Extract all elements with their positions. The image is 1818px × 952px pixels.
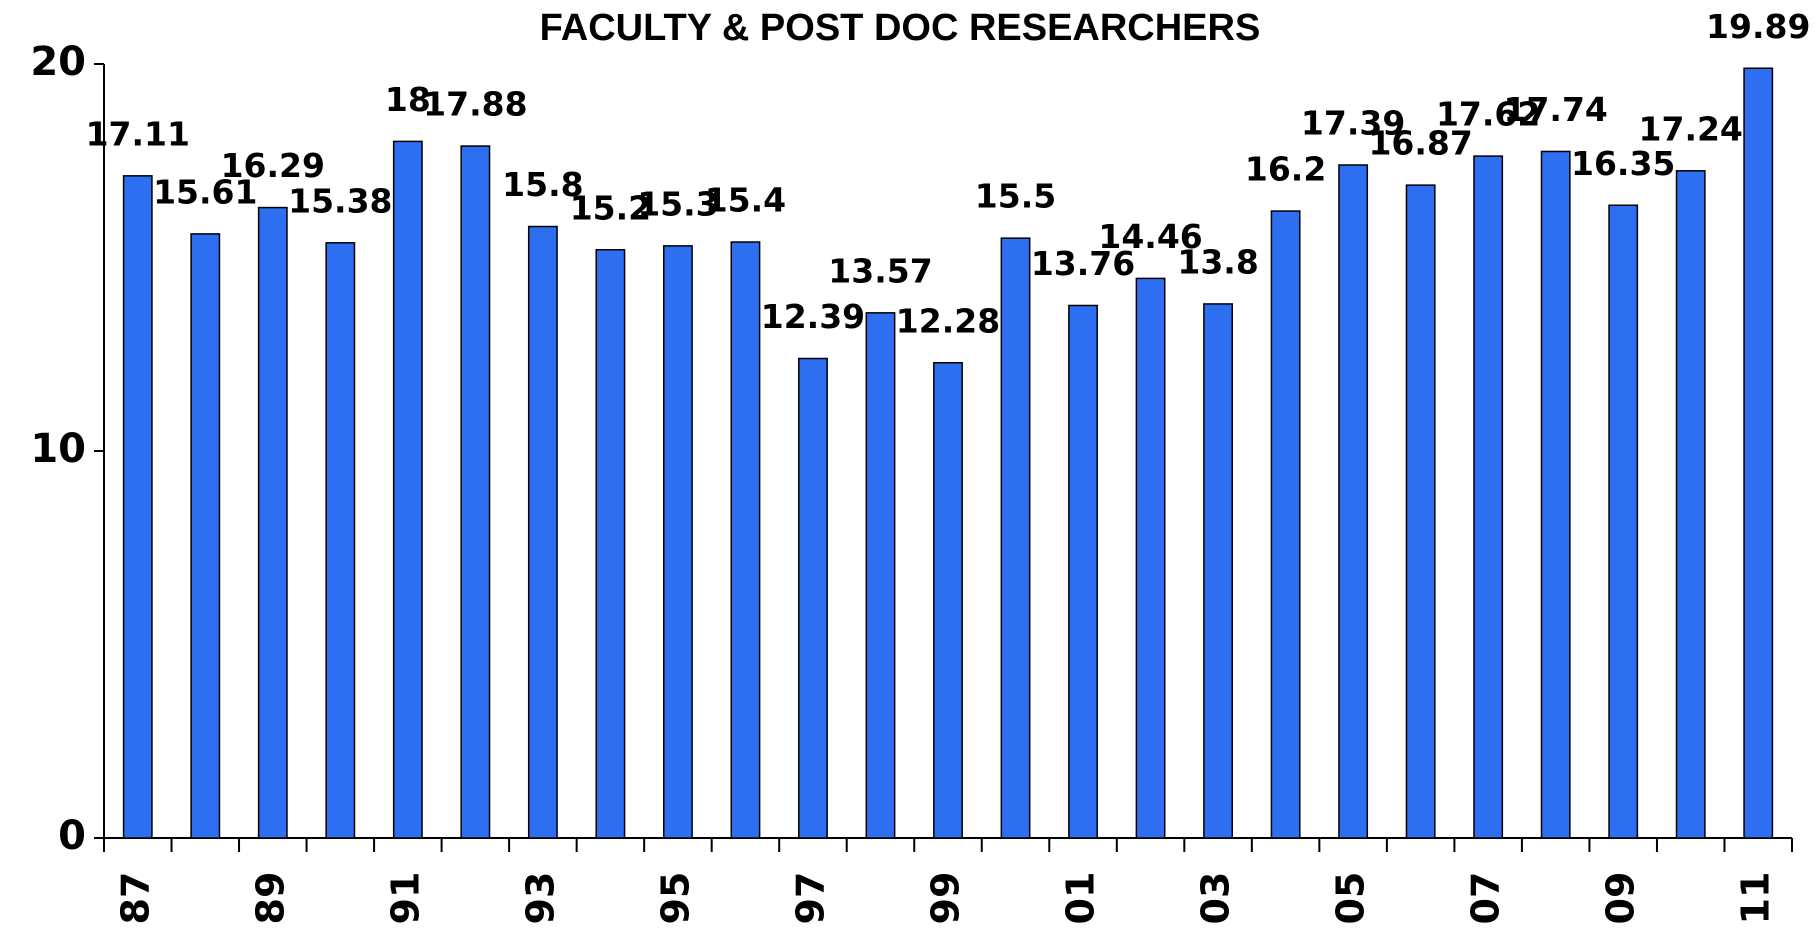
value-label: 16.2 — [1245, 150, 1326, 189]
bar — [392, 140, 423, 839]
bar — [257, 206, 288, 839]
x-tick-label: 89 — [248, 872, 292, 925]
bar — [595, 249, 626, 839]
bar — [1068, 304, 1098, 839]
bar — [730, 241, 761, 839]
bar — [1743, 67, 1774, 839]
bar — [325, 242, 356, 839]
y-tick-label: 20 — [30, 39, 86, 85]
value-label: 15.2 — [570, 188, 651, 227]
y-tick-label: 10 — [30, 426, 86, 472]
value-label: 13.8 — [1177, 242, 1258, 281]
value-label: 13.76 — [1031, 244, 1135, 283]
value-label: 15.8 — [502, 165, 583, 204]
value-label: 17.62 — [1436, 95, 1540, 134]
x-tick-label: 97 — [788, 872, 832, 925]
value-label: 18 — [385, 80, 431, 119]
bar — [122, 175, 153, 839]
value-label: 16.29 — [221, 146, 325, 185]
x-tick-label: 01 — [1059, 872, 1103, 925]
bar — [1338, 164, 1369, 839]
bar — [1675, 170, 1706, 839]
value-label: 17.39 — [1301, 104, 1405, 143]
bar — [1473, 155, 1504, 839]
bar — [798, 357, 828, 839]
bar — [1405, 184, 1436, 839]
bar — [190, 233, 221, 839]
bar — [1135, 277, 1166, 839]
value-label: 15.61 — [153, 172, 257, 211]
bar — [1270, 210, 1301, 839]
value-label: 17.88 — [423, 85, 527, 124]
value-label: 16.87 — [1368, 124, 1472, 163]
value-label: 17.11 — [86, 114, 190, 153]
value-label: 15.5 — [975, 177, 1056, 216]
value-label: 15.38 — [288, 181, 392, 220]
bar — [1000, 237, 1031, 839]
bar — [460, 145, 491, 839]
value-label: 17.24 — [1639, 109, 1743, 148]
bar — [1608, 204, 1639, 839]
value-label: 15.3 — [637, 184, 718, 223]
value-label: 15.4 — [705, 181, 786, 220]
x-tick-label: 11 — [1734, 872, 1778, 925]
bar — [1203, 303, 1234, 839]
value-label: 13.57 — [828, 251, 932, 290]
x-tick-label: 09 — [1599, 872, 1643, 925]
bar — [1540, 150, 1571, 839]
x-tick-label: 99 — [924, 872, 968, 925]
x-tick-label: 05 — [1329, 872, 1373, 925]
bar — [527, 225, 558, 839]
x-tick-label: 07 — [1464, 872, 1508, 925]
x-tick-label: 91 — [383, 872, 427, 925]
x-tick-label: 93 — [518, 872, 562, 925]
value-label: 16.35 — [1571, 144, 1675, 183]
bar — [662, 245, 693, 839]
value-label: 12.39 — [761, 297, 865, 336]
chart-title: FACULTY & POST DOC RESEARCHERS — [540, 7, 1261, 49]
bar — [865, 312, 896, 839]
value-label: 12.28 — [896, 301, 1000, 340]
bar — [933, 362, 963, 839]
value-label: 19.89 — [1706, 7, 1810, 46]
x-tick-label: 87 — [113, 872, 157, 925]
value-label: 14.46 — [1098, 217, 1202, 256]
x-tick-label: 03 — [1194, 872, 1238, 925]
y-tick-label: 0 — [58, 813, 86, 859]
x-tick-label: 95 — [653, 872, 697, 925]
value-label: 17.74 — [1503, 90, 1607, 129]
